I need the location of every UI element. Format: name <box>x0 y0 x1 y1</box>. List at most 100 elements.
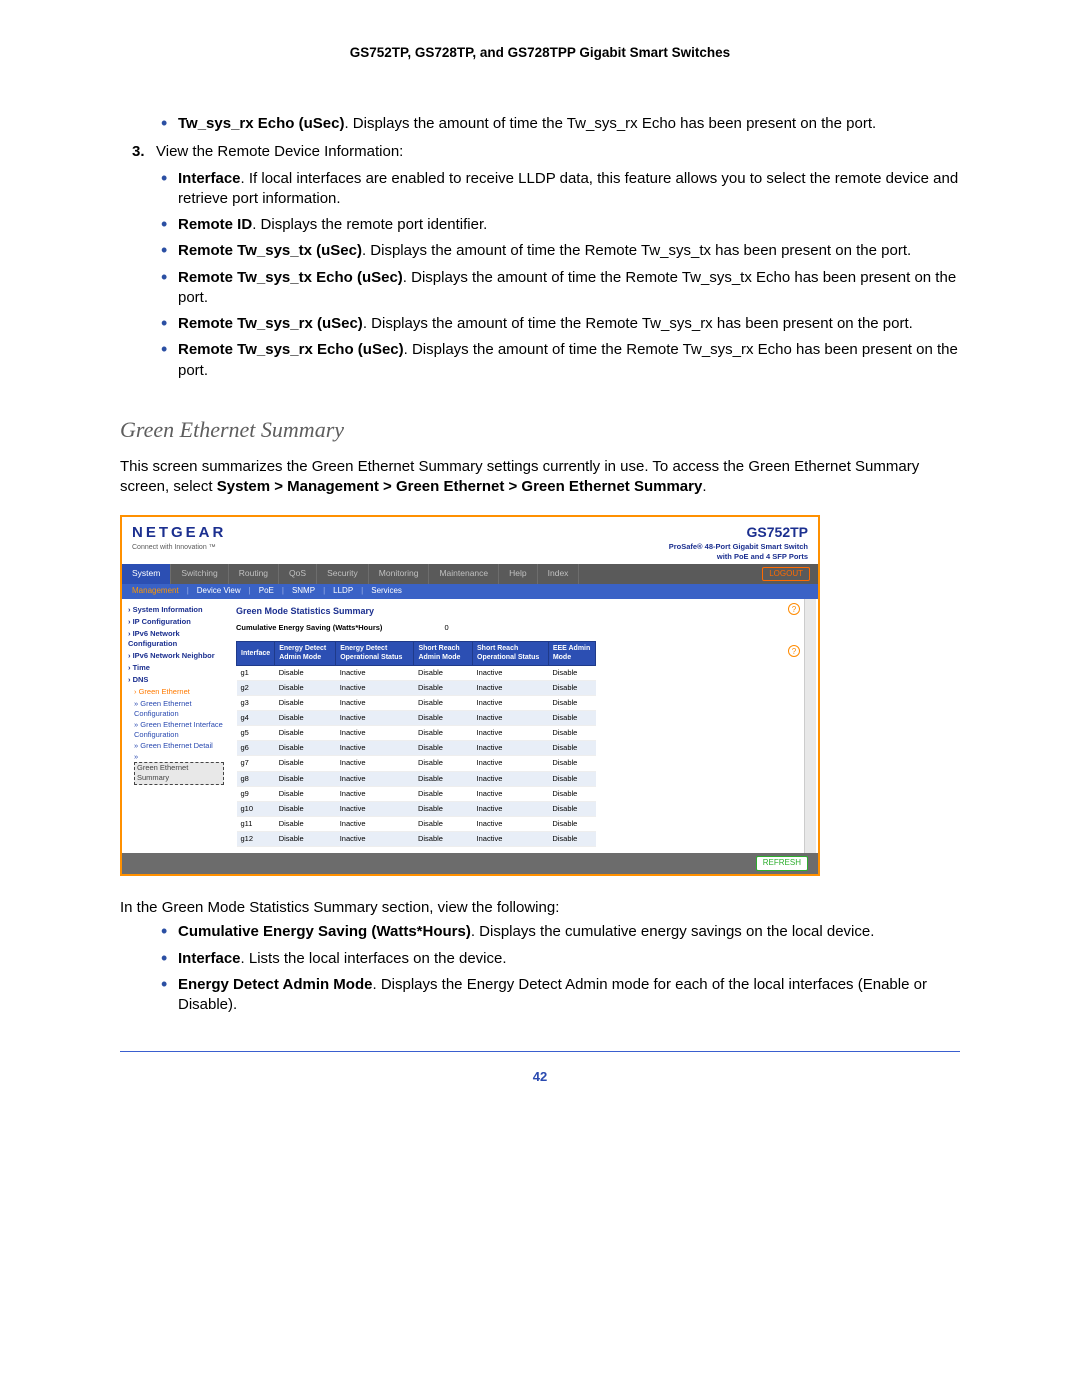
table-cell: Disable <box>414 665 473 680</box>
brand-tagline: Connect with Innovation ™ <box>132 543 226 552</box>
refresh-button[interactable]: REFRESH <box>756 856 808 871</box>
table-header: EEE Admin Mode <box>548 641 595 665</box>
term: Remote Tw_sys_tx Echo (uSec) <box>178 269 403 286</box>
product-desc2: with PoE and 4 SFP Ports <box>669 552 808 562</box>
sidebar-item[interactable]: » Green Ethernet Configuration <box>134 699 224 719</box>
sidebar-group[interactable]: › Time <box>128 663 224 673</box>
list-item: Interface. If local interfaces are enabl… <box>156 169 960 210</box>
subtab-lldp[interactable]: LLDP <box>333 586 353 597</box>
table-cell: Disable <box>275 801 336 816</box>
table-cell: g4 <box>237 711 275 726</box>
subtab-management[interactable]: Management <box>132 586 179 597</box>
panel-title: Green Mode Statistics Summary <box>236 605 808 617</box>
table-cell: Disable <box>275 816 336 831</box>
brand-logo: NETGEAR <box>132 523 226 543</box>
list-item: Remote ID. Displays the remote port iden… <box>156 215 960 235</box>
product-desc: ProSafe® 48-Port Gigabit Smart Switch <box>669 542 808 552</box>
table-cell: Disable <box>548 680 595 695</box>
after-bullets: Cumulative Energy Saving (Watts*Hours). … <box>156 922 960 1015</box>
table-cell: Inactive <box>473 771 549 786</box>
product-name: GS752TP <box>669 523 808 542</box>
logout-button[interactable]: LOGOUT <box>762 567 810 582</box>
table-row: g8DisableInactiveDisableInactiveDisable <box>237 771 596 786</box>
sidebar-group[interactable]: › System Information <box>128 605 224 615</box>
step-number: 3. <box>120 142 156 162</box>
after-ss-lead: In the Green Mode Statistics Summary sec… <box>120 898 960 918</box>
table-cell: Inactive <box>473 786 549 801</box>
table-cell: Inactive <box>473 832 549 847</box>
table-cell: Inactive <box>336 786 414 801</box>
list-item: Cumulative Energy Saving (Watts*Hours). … <box>156 922 960 942</box>
table-cell: Inactive <box>473 680 549 695</box>
tab-qos[interactable]: QoS <box>279 564 317 583</box>
table-cell: Disable <box>414 771 473 786</box>
table-row: g1DisableInactiveDisableInactiveDisable <box>237 665 596 680</box>
sidebar-item-selected[interactable]: » Green Ethernet Summary <box>134 752 224 784</box>
help-icon[interactable]: ? <box>788 603 800 615</box>
table-cell: Inactive <box>336 711 414 726</box>
definition: . Displays the amount of time the Remote… <box>362 242 911 259</box>
table-header: Short Reach Operational Status <box>473 641 549 665</box>
table-cell: Disable <box>275 756 336 771</box>
table-cell: Inactive <box>473 816 549 831</box>
list-item: Interface. Lists the local interfaces on… <box>156 949 960 969</box>
tab-switching[interactable]: Switching <box>171 564 228 583</box>
subtab-device-view[interactable]: Device View <box>197 586 241 597</box>
table-row: g5DisableInactiveDisableInactiveDisable <box>237 726 596 741</box>
subtab-poe[interactable]: PoE <box>259 586 274 597</box>
scrollbar[interactable] <box>804 599 816 854</box>
table-cell: Inactive <box>336 832 414 847</box>
table-cell: g1 <box>237 665 275 680</box>
table-cell: Disable <box>414 832 473 847</box>
sidebar-item[interactable]: » Green Ethernet Detail <box>134 741 224 751</box>
table-row: g9DisableInactiveDisableInactiveDisable <box>237 786 596 801</box>
table-cell: g6 <box>237 741 275 756</box>
sidebar-group[interactable]: › DNS <box>128 675 224 685</box>
sidebar-group[interactable]: › IP Configuration <box>128 617 224 627</box>
separator: | <box>323 586 325 597</box>
table-cell: Inactive <box>336 741 414 756</box>
table-cell: g7 <box>237 756 275 771</box>
table-cell: g10 <box>237 801 275 816</box>
remote-bullets: Interface. If local interfaces are enabl… <box>156 169 960 381</box>
sidebar-group[interactable]: › IPv6 Network Configuration <box>128 629 224 649</box>
separator: | <box>249 586 251 597</box>
tab-security[interactable]: Security <box>317 564 369 583</box>
table-cell: Inactive <box>473 741 549 756</box>
intro-path: System > Management > Green Ethernet > G… <box>217 478 703 495</box>
separator: | <box>282 586 284 597</box>
table-cell: Disable <box>275 695 336 710</box>
stats-table: InterfaceEnergy Detect Admin ModeEnergy … <box>236 641 596 847</box>
tab-routing[interactable]: Routing <box>229 564 279 583</box>
sidebar-group[interactable]: › IPv6 Network Neighbor <box>128 651 224 661</box>
definition: . Lists the local interfaces on the devi… <box>241 950 507 967</box>
table-cell: Disable <box>548 816 595 831</box>
screenshot-box: NETGEAR Connect with Innovation ™ GS752T… <box>120 515 820 876</box>
table-cell: Disable <box>414 786 473 801</box>
table-cell: Disable <box>414 711 473 726</box>
table-cell: Inactive <box>336 680 414 695</box>
table-row: g12DisableInactiveDisableInactiveDisable <box>237 832 596 847</box>
table-cell: Inactive <box>336 771 414 786</box>
tab-index[interactable]: Index <box>538 564 580 583</box>
help-icon[interactable]: ? <box>788 645 800 657</box>
tab-maintenance[interactable]: Maintenance <box>429 564 499 583</box>
step-3: 3. View the Remote Device Information: <box>120 142 960 162</box>
table-cell: Disable <box>548 665 595 680</box>
subtab-snmp[interactable]: SNMP <box>292 586 315 597</box>
table-cell: Inactive <box>336 726 414 741</box>
tab-system[interactable]: System <box>122 564 171 583</box>
sidebar-item[interactable]: » Green Ethernet Interface Configuration <box>134 720 224 740</box>
table-cell: Inactive <box>473 756 549 771</box>
tab-monitoring[interactable]: Monitoring <box>369 564 430 583</box>
table-cell: Disable <box>548 726 595 741</box>
table-cell: Disable <box>414 680 473 695</box>
tab-help[interactable]: Help <box>499 564 537 583</box>
sidebar-green-ethernet[interactable]: › Green Ethernet <box>134 687 224 697</box>
list-item: Remote Tw_sys_tx (uSec). Displays the am… <box>156 241 960 261</box>
subtab-services[interactable]: Services <box>371 586 402 597</box>
term: Interface <box>178 170 241 187</box>
table-row: g7DisableInactiveDisableInactiveDisable <box>237 756 596 771</box>
table-cell: Disable <box>275 832 336 847</box>
intro-end: . <box>702 478 706 495</box>
